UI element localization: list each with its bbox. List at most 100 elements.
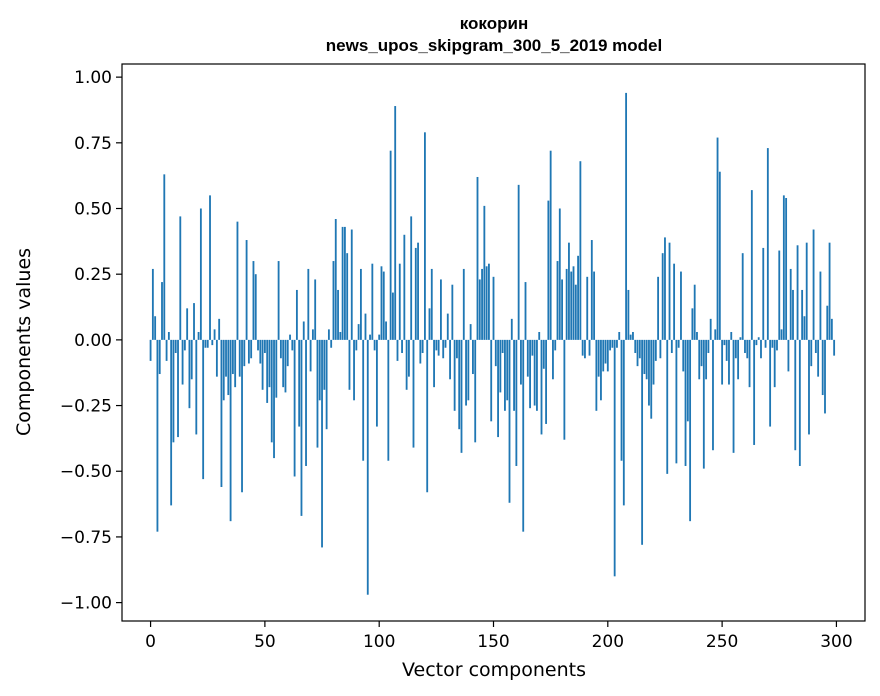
bar-284 [798,339,801,466]
bar-175 [549,150,552,340]
bar-235 [686,339,689,422]
bar-167 [531,339,534,356]
bar-169 [536,339,538,411]
bar-38 [236,221,239,340]
bar-204 [616,339,618,348]
bar-17 [188,339,191,409]
x-tick-label: 250 [706,632,738,652]
bar-222 [657,276,660,340]
bar-160 [515,339,518,466]
y-tick-label: 0.00 [74,331,112,351]
bar-277 [782,195,785,340]
bar-254 [730,331,733,340]
bar-63 [293,339,296,477]
bar-87 [348,339,351,390]
bar-171 [540,339,543,435]
bar-231 [677,339,680,348]
bar-242 [702,339,705,469]
bar-88 [350,229,353,340]
x-tick-label: 50 [254,632,276,652]
bar-72 [314,279,317,340]
bar-190 [584,339,586,359]
bar-22 [199,208,202,340]
bar-97 [371,263,374,340]
bar-15 [183,339,186,351]
bar-217 [645,339,648,380]
bar-67 [302,321,305,340]
bar-80 [332,261,335,340]
y-tick-label: −0.75 [60,528,112,548]
bar-36 [231,339,234,375]
bar-281 [792,289,794,340]
bar-66 [300,339,303,516]
bar-119 [421,339,424,354]
bar-192 [588,339,591,356]
bar-232 [680,271,682,340]
bar-143 [476,176,479,340]
y-tick-label: 0.25 [74,265,112,285]
bar-1 [151,268,154,340]
bar-224 [661,253,664,340]
bar-220 [652,339,655,385]
bar-147 [485,266,488,340]
bar-246 [712,339,714,451]
bar-196 [597,339,600,377]
bar-265 [755,339,758,346]
bar-131 [449,339,451,380]
bar-55 [275,339,278,398]
bar-21 [197,331,200,340]
bar-14 [181,339,184,385]
bar-54 [273,339,275,459]
bar-68 [305,339,307,466]
bar-123 [430,268,433,340]
bar-257 [737,339,740,380]
bar-170 [538,331,541,340]
bar-237 [691,308,694,340]
bar-162 [520,339,522,385]
bar-295 [824,339,826,414]
bar-110 [401,339,403,354]
bar-149 [490,339,493,422]
bar-103 [385,321,387,340]
bar-270 [766,148,769,340]
bar-243 [705,339,708,380]
bar-248 [716,137,719,340]
bar-35 [229,339,232,522]
bar-77 [325,339,328,430]
bar-250 [721,339,724,385]
bar-238 [693,284,696,340]
bar-212 [634,339,637,354]
bar-85 [343,226,346,340]
bar-241 [700,339,703,367]
bar-57 [279,339,282,359]
bar-10 [172,339,175,443]
bar-118 [419,339,422,364]
bar-105 [389,150,392,340]
bar-120 [424,132,426,340]
bar-282 [794,339,797,451]
bar-132 [451,284,454,340]
bar-186 [574,284,577,340]
bar-275 [778,250,781,340]
bar-268 [762,247,765,340]
bar-27 [211,339,214,346]
bar-197 [600,339,602,401]
bar-125 [435,339,438,351]
bar-49 [261,339,264,390]
bar-16 [186,308,189,340]
bar-240 [698,339,701,380]
bar-48 [259,339,262,364]
bar-276 [780,329,783,340]
bar-289 [810,339,813,367]
y-tick-label: −0.25 [60,397,112,417]
bar-90 [355,339,358,351]
bar-185 [572,266,575,340]
bar-113 [408,339,410,377]
bar-99 [375,339,378,427]
bar-234 [684,339,687,466]
bar-157 [508,339,511,503]
bar-260 [744,339,746,354]
bar-253 [728,339,730,385]
bar-214 [638,339,641,359]
bar-219 [650,339,653,419]
